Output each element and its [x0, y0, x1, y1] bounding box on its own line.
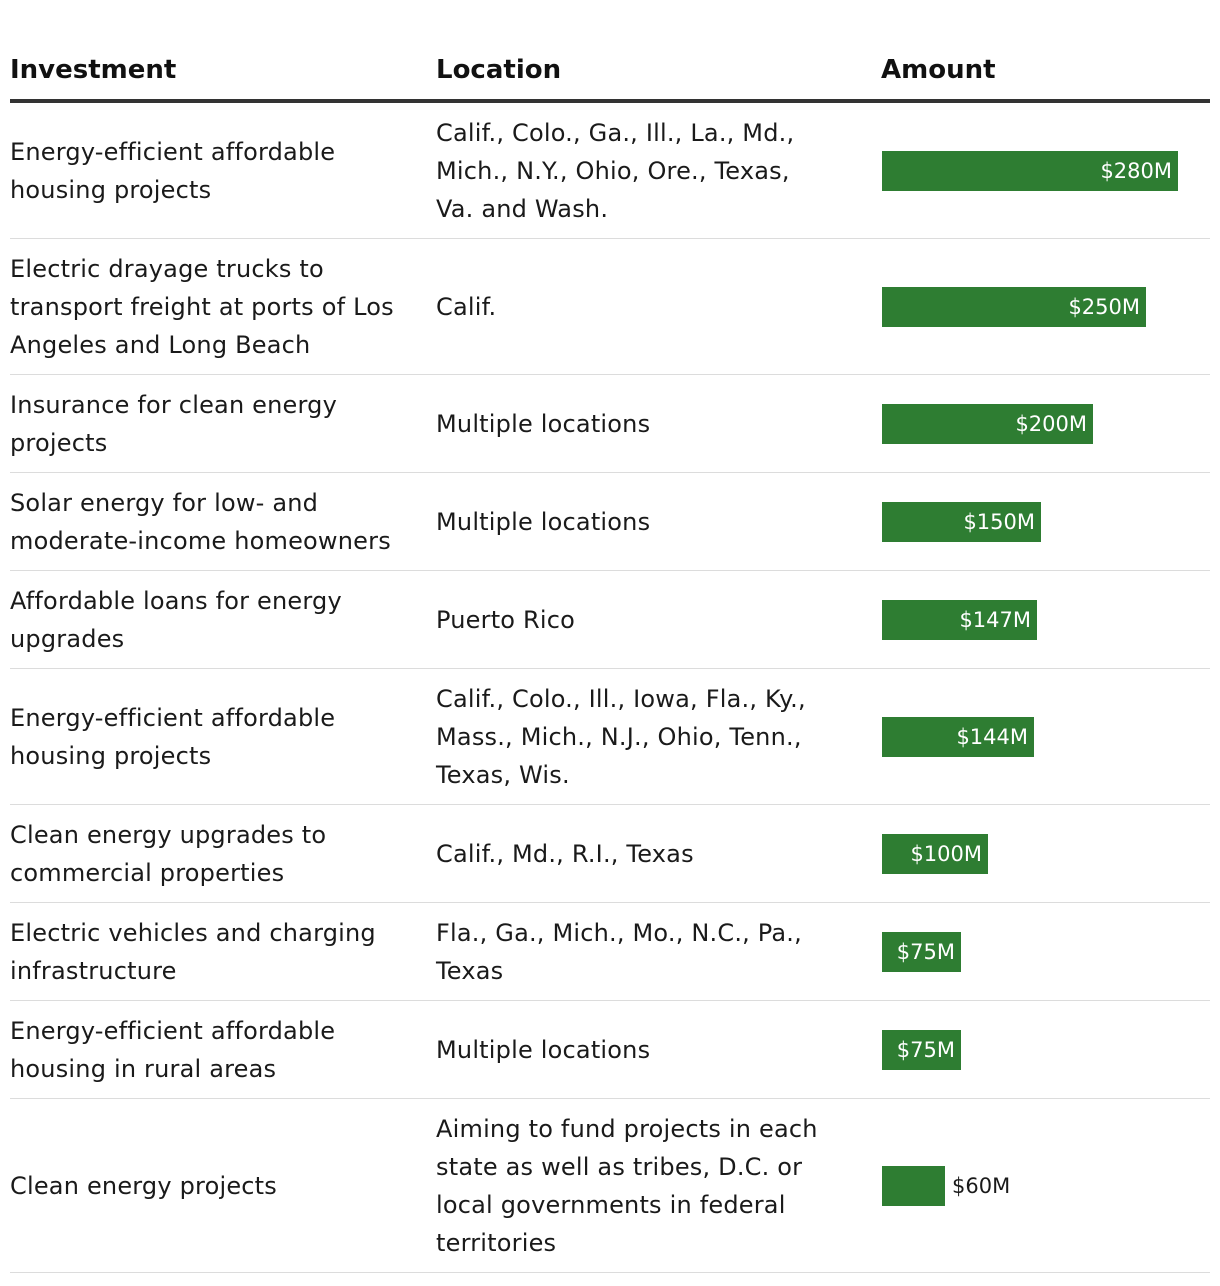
amount-bar	[882, 599, 1037, 640]
amount-cell: $150M	[881, 501, 1210, 542]
amount-bar	[882, 833, 988, 874]
amount-bar	[882, 931, 961, 972]
amount-cell: $250M	[881, 286, 1210, 327]
amount-label: $144M	[956, 724, 1028, 749]
table-row: Energy-efficient affordable housing proj…	[10, 669, 1210, 805]
location-cell: Multiple locations	[436, 1035, 651, 1064]
column-header-amount: Amount	[881, 54, 996, 85]
investment-cell: Energy-efficient affordable housing proj…	[10, 137, 336, 204]
investment-cell: Electric drayage trucks to transport fre…	[10, 254, 394, 359]
amount-cell: $280M	[881, 150, 1210, 191]
amount-cell: $75M	[881, 931, 1210, 972]
amount-label: $150M	[963, 509, 1035, 534]
amount-label: $147M	[959, 607, 1031, 632]
location-cell: Calif.	[436, 292, 497, 321]
table-row: Affordable loans for energy upgrades Puer…	[10, 571, 1210, 669]
location-cell: Calif., Colo., Ga., Ill., La., Md., Mich…	[436, 118, 795, 223]
amount-label: $200M	[1015, 411, 1087, 436]
investment-cell: Electric vehicles and charging infrastru…	[10, 918, 376, 985]
location-cell: Fla., Ga., Mich., Mo., N.C., Pa., Texas	[436, 918, 802, 985]
amount-label: $75M	[896, 1037, 955, 1062]
table-row: Clean energy projects Aiming to fund proj…	[10, 1099, 1210, 1273]
investment-cell: Affordable loans for energy upgrades	[10, 586, 342, 653]
location-cell: Calif., Md., R.I., Texas	[436, 839, 694, 868]
amount-cell: $147M	[881, 599, 1210, 640]
amount-bar	[882, 1165, 945, 1206]
investment-cell: Energy-efficient affordable housing in r…	[10, 1016, 336, 1083]
amount-bar	[882, 501, 1041, 542]
amount-cell: $75M	[881, 1029, 1210, 1070]
table-row: Energy-efficient affordable housing proj…	[10, 103, 1210, 239]
amount-cell: $144M	[881, 716, 1210, 757]
table-row: Insurance for clean energy projects Multi…	[10, 375, 1210, 473]
amount-label: $280M	[1100, 158, 1172, 183]
amount-bar	[882, 403, 1093, 444]
investment-cell: Insurance for clean energy projects	[10, 390, 338, 457]
investment-cell: Solar energy for low- and moderate-incom…	[10, 488, 391, 555]
location-cell: Puerto Rico	[436, 605, 576, 634]
column-header-investment: Investment	[10, 54, 177, 85]
amount-label: $100M	[910, 841, 982, 866]
column-header-location: Location	[436, 54, 562, 85]
table-row: Solar energy for low- and moderate-incom…	[10, 473, 1210, 571]
location-cell: Aiming to fund projects in each state as…	[436, 1114, 818, 1257]
investment-cell: Clean energy projects	[10, 1171, 277, 1200]
investment-cell: Clean energy upgrades to commercial prop…	[10, 820, 327, 887]
amount-cell: $60M	[881, 1165, 1210, 1206]
table-row: Energy-efficient affordable housing in r…	[10, 1001, 1210, 1099]
table-row: Electric drayage trucks to transport fre…	[10, 239, 1210, 375]
investment-table: Investment Location Amount Energy-effici…	[10, 40, 1210, 1273]
amount-label: $250M	[1068, 294, 1140, 319]
amount-bar	[882, 1029, 961, 1070]
table-body: Energy-efficient affordable housing proj…	[10, 103, 1210, 1273]
amount-bar	[882, 150, 1178, 191]
investment-cell: Energy-efficient affordable housing proj…	[10, 703, 336, 770]
amount-label: $60M	[952, 1173, 1011, 1198]
table-row: Electric vehicles and charging infrastru…	[10, 903, 1210, 1001]
amount-bar	[882, 286, 1146, 327]
table-row: Clean energy upgrades to commercial prop…	[10, 805, 1210, 903]
location-cell: Calif., Colo., Ill., Iowa, Fla., Ky., Ma…	[436, 684, 806, 789]
amount-cell: $100M	[881, 833, 1210, 874]
location-cell: Multiple locations	[436, 507, 651, 536]
amount-cell: $200M	[881, 403, 1210, 444]
amount-label: $75M	[896, 939, 955, 964]
location-cell: Multiple locations	[436, 409, 651, 438]
amount-bar	[882, 716, 1034, 757]
table-header: Investment Location Amount	[10, 40, 1210, 103]
